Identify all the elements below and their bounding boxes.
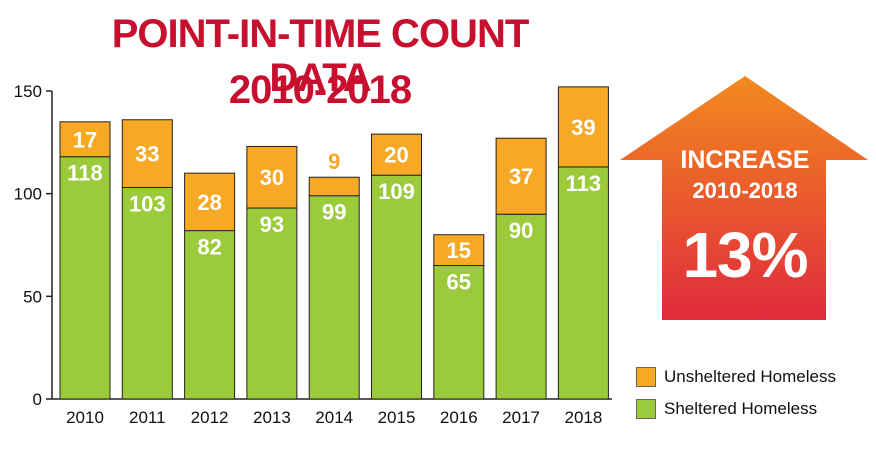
legend-label-unsheltered: Unsheltered Homeless <box>664 367 836 386</box>
data-label-sheltered: 118 <box>67 161 103 186</box>
data-label-sheltered: 90 <box>509 218 533 243</box>
bar-unsheltered <box>433 234 485 267</box>
bar-sheltered <box>433 265 485 400</box>
legend-item-unsheltered: Unsheltered Homeless <box>636 366 836 388</box>
bar-unsheltered <box>184 172 236 232</box>
data-label-unsheltered: 39 <box>571 115 595 140</box>
legend-swatch-sheltered <box>636 399 656 419</box>
increase-arrow-icon <box>620 76 868 320</box>
data-label-sheltered: 113 <box>566 171 602 196</box>
y-tick-label: 150 <box>14 82 42 101</box>
bar-unsheltered <box>557 86 609 168</box>
bar-unsheltered <box>308 176 360 197</box>
x-tick-label: 2016 <box>440 408 478 427</box>
data-label-sheltered: 65 <box>447 270 471 295</box>
data-label-unsheltered: 33 <box>135 142 159 167</box>
data-label-unsheltered: 17 <box>73 127 97 152</box>
increase-label: INCREASE <box>680 146 810 174</box>
chart-title-line1: POINT-IN-TIME COUNT DATA <box>111 12 530 100</box>
y-tick-label: 50 <box>23 287 42 306</box>
data-label-unsheltered: 20 <box>384 143 408 168</box>
data-label-unsheltered: 30 <box>260 165 284 190</box>
bar-sheltered <box>557 166 609 400</box>
data-label-sheltered: 99 <box>322 200 346 225</box>
x-tick-label: 2011 <box>129 408 166 427</box>
x-tick-label: 2010 <box>66 408 104 427</box>
data-label-unsheltered: 9 <box>328 149 340 174</box>
bar-sheltered <box>495 213 547 400</box>
data-label-sheltered: 109 <box>378 179 415 204</box>
x-tick-label: 2012 <box>191 408 229 427</box>
data-label-unsheltered: 37 <box>509 164 533 189</box>
legend-label-sheltered: Sheltered Homeless <box>664 399 818 418</box>
bar-unsheltered <box>246 145 298 209</box>
bar-sheltered <box>308 195 360 400</box>
bar-unsheltered <box>371 133 422 176</box>
bar-sheltered <box>371 174 422 400</box>
x-tick-label: 2015 <box>378 408 416 427</box>
x-tick-label: 2017 <box>502 408 540 427</box>
legend-item-sheltered: Sheltered Homeless <box>636 398 836 420</box>
increase-percentage: 13% <box>682 219 808 291</box>
bar-unsheltered <box>59 121 111 158</box>
chart-title-line2: 2010-2018 <box>228 68 412 112</box>
increase-period: 2010-2018 <box>692 178 798 203</box>
bar-unsheltered <box>121 119 173 189</box>
bar-unsheltered <box>495 137 547 215</box>
bar-sheltered <box>121 187 173 400</box>
data-label-unsheltered: 15 <box>447 238 471 263</box>
x-tick-label: 2013 <box>253 408 291 427</box>
legend: Unsheltered Homeless Sheltered Homeless <box>636 366 836 430</box>
y-tick-label: 100 <box>14 185 42 204</box>
bar-sheltered <box>184 230 236 400</box>
y-tick-label: 0 <box>33 390 42 409</box>
bar-sheltered <box>246 207 298 400</box>
legend-swatch-unsheltered <box>636 367 656 387</box>
x-tick-label: 2014 <box>315 408 353 427</box>
data-label-unsheltered: 28 <box>197 190 221 215</box>
x-tick-label: 2018 <box>564 408 602 427</box>
data-label-sheltered: 103 <box>129 192 166 217</box>
bar-sheltered <box>59 156 111 400</box>
data-label-sheltered: 93 <box>260 212 284 237</box>
data-label-sheltered: 82 <box>197 235 221 260</box>
